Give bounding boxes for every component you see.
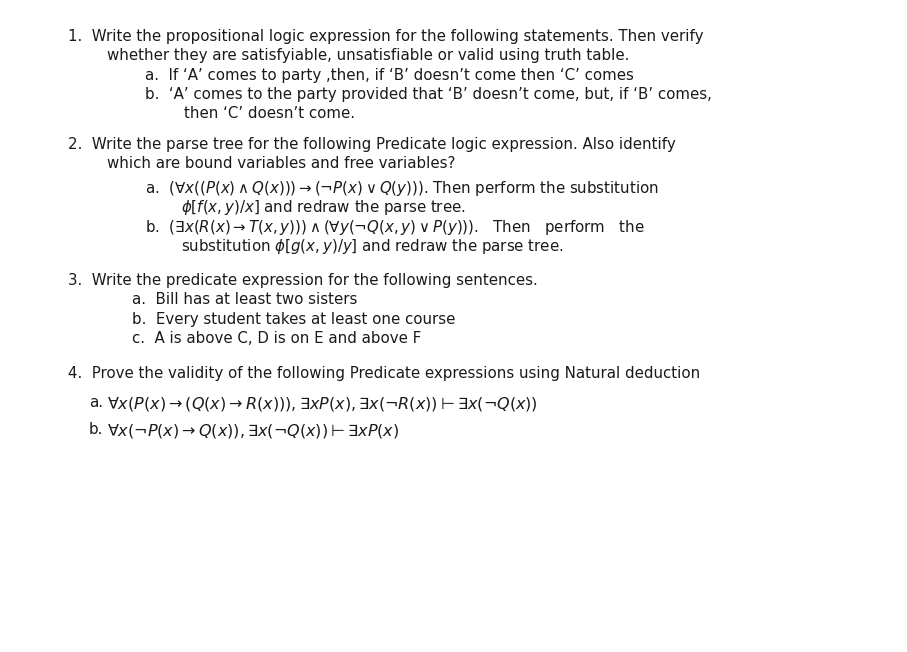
Text: b.  ‘A’ comes to the party provided that ‘B’ doesn’t come, but, if ‘B’ comes,: b. ‘A’ comes to the party provided that … bbox=[145, 87, 712, 102]
Text: 3.  Write the predicate expression for the following sentences.: 3. Write the predicate expression for th… bbox=[68, 273, 538, 288]
Text: whether they are satisfyiable, unsatisfiable or valid using truth table.: whether they are satisfyiable, unsatisfi… bbox=[107, 48, 629, 63]
Text: b.: b. bbox=[89, 422, 103, 437]
Text: a.  If ‘A’ comes to party ,then, if ‘B’ doesn’t come then ‘C’ comes: a. If ‘A’ comes to party ,then, if ‘B’ d… bbox=[145, 68, 634, 83]
Text: $\forall x(P(x)\rightarrow(Q(x)\rightarrow R(x))),\exists xP(x),\exists x(\neg R: $\forall x(P(x)\rightarrow(Q(x)\rightarr… bbox=[107, 395, 538, 413]
Text: substitution $\phi[g(x, y)/y]$ and redraw the parse tree.: substitution $\phi[g(x, y)/y]$ and redra… bbox=[181, 237, 564, 256]
Text: c.  A is above C, D is on E and above F: c. A is above C, D is on E and above F bbox=[132, 331, 421, 346]
Text: $\phi[f(x, y)/x]$ and redraw the parse tree.: $\phi[f(x, y)/x]$ and redraw the parse t… bbox=[181, 198, 466, 217]
Text: $\forall x(\neg P(x)\rightarrow Q(x)),\exists x(\neg Q(x))\vdash\exists xP(x)$: $\forall x(\neg P(x)\rightarrow Q(x)),\e… bbox=[107, 422, 399, 441]
Text: which are bound variables and free variables?: which are bound variables and free varia… bbox=[107, 156, 455, 171]
Text: b.  $(\exists x(R(x)\rightarrow T(x, y)))\wedge(\forall y(\neg Q(x, y)\vee P(y)): b. $(\exists x(R(x)\rightarrow T(x, y)))… bbox=[145, 218, 645, 237]
Text: a.: a. bbox=[89, 395, 102, 410]
Text: then ‘C’ doesn’t come.: then ‘C’ doesn’t come. bbox=[184, 106, 356, 121]
Text: a.  $(\forall x((P(x)\wedge Q(x)))\rightarrow(\neg P(x)\vee Q(y)))$. Then perfor: a. $(\forall x((P(x)\wedge Q(x)))\righta… bbox=[145, 179, 658, 198]
Text: 2.  Write the parse tree for the following Predicate logic expression. Also iden: 2. Write the parse tree for the followin… bbox=[68, 137, 676, 152]
Text: 1.  Write the propositional logic expression for the following statements. Then : 1. Write the propositional logic express… bbox=[68, 29, 704, 44]
Text: a.  Bill has at least two sisters: a. Bill has at least two sisters bbox=[132, 292, 356, 307]
Text: b.  Every student takes at least one course: b. Every student takes at least one cour… bbox=[132, 312, 455, 327]
Text: 4.  Prove the validity of the following Predicate expressions using Natural dedu: 4. Prove the validity of the following P… bbox=[68, 366, 700, 381]
